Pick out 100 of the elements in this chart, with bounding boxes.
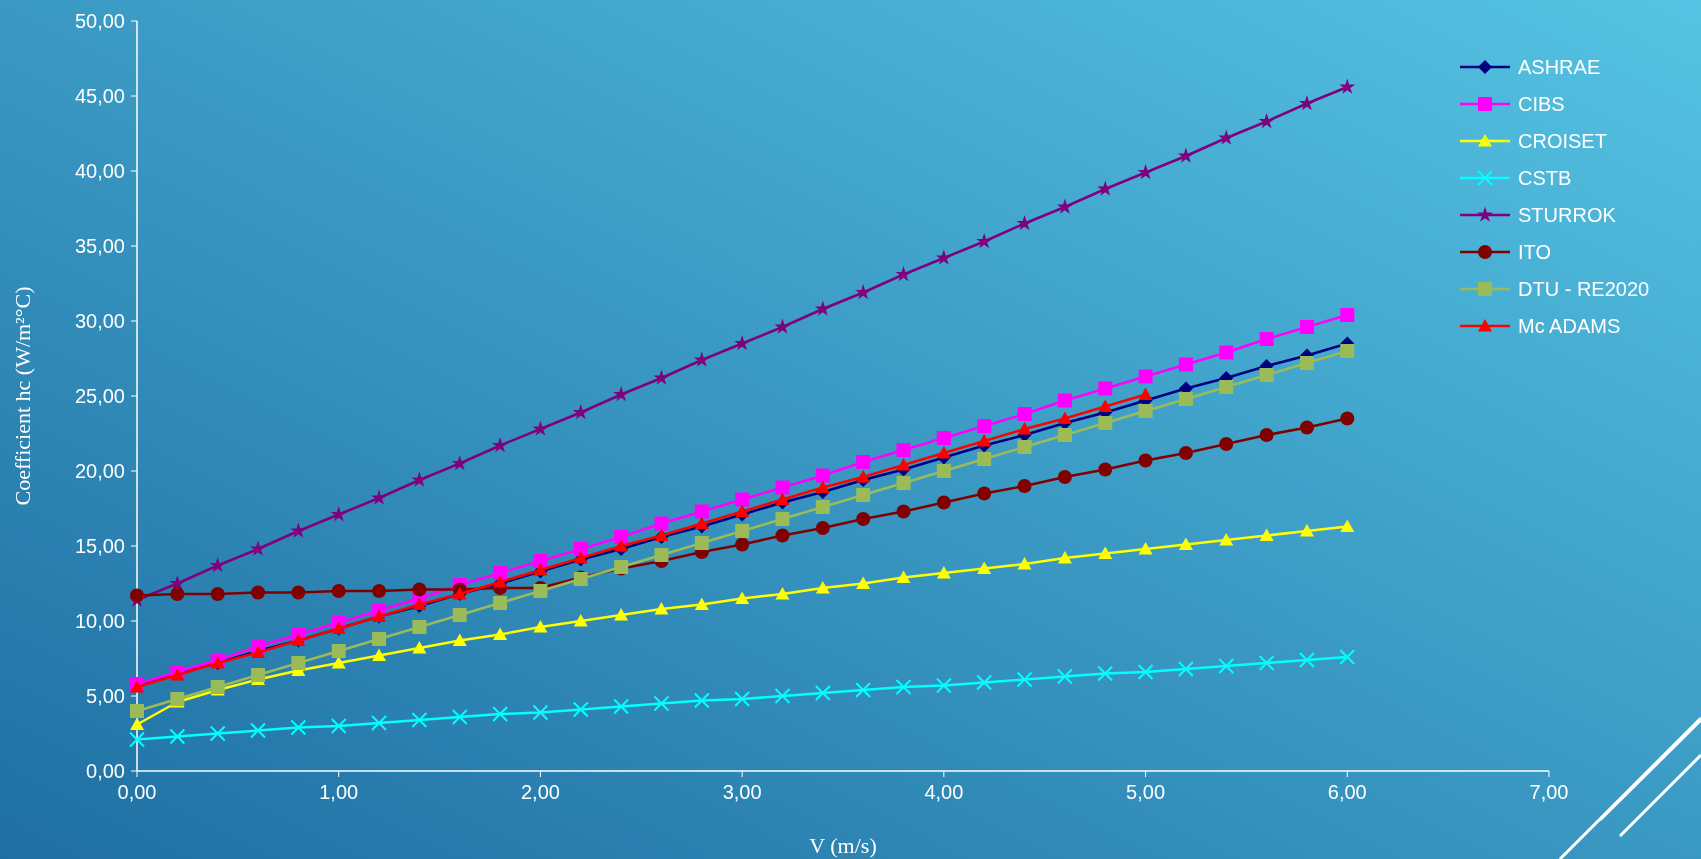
point [1218, 658, 1235, 674]
point [1177, 147, 1194, 163]
point [694, 536, 709, 550]
point [815, 468, 830, 483]
point [1016, 671, 1033, 688]
point [372, 632, 387, 646]
point [936, 566, 951, 579]
point [290, 522, 307, 538]
point [896, 443, 911, 457]
legend-label: CROISET [1518, 130, 1607, 152]
point [614, 539, 629, 552]
x-tick-label: 2,00 [520, 781, 560, 803]
point [451, 709, 468, 725]
point [1259, 368, 1274, 382]
point [573, 542, 588, 556]
point [251, 668, 266, 682]
point [452, 633, 467, 647]
y-tick-label: 15,00 [74, 535, 125, 557]
point [734, 335, 751, 351]
point [411, 471, 428, 487]
point [1098, 546, 1113, 560]
point [493, 596, 508, 610]
point [1017, 440, 1032, 454]
legend-label: ITO [1518, 241, 1551, 263]
point [1177, 661, 1194, 677]
x-tick-label: 1,00 [319, 781, 359, 803]
legend-label: CIBS [1518, 93, 1565, 115]
point [1299, 320, 1314, 334]
point [814, 685, 831, 701]
point [1098, 381, 1113, 396]
point [1098, 399, 1113, 413]
point [1017, 407, 1032, 421]
point [1138, 542, 1153, 555]
point [1218, 129, 1235, 145]
point [1016, 215, 1033, 231]
point [1219, 533, 1234, 546]
point [735, 504, 750, 518]
point [533, 620, 548, 633]
point [572, 701, 589, 718]
point [977, 434, 992, 447]
point [1057, 393, 1072, 408]
point [493, 566, 508, 580]
legend-label: Mc ADAMS [1518, 315, 1621, 337]
point [1056, 198, 1073, 214]
point [371, 489, 388, 505]
point [815, 521, 830, 535]
point [693, 351, 710, 367]
point [1178, 392, 1193, 406]
point [1299, 420, 1314, 435]
point [372, 584, 387, 598]
point [291, 656, 306, 670]
point [1298, 95, 1315, 111]
point [1137, 664, 1154, 680]
point [855, 682, 872, 698]
point [735, 537, 750, 552]
point [856, 488, 871, 502]
point [654, 516, 669, 531]
point [1017, 557, 1032, 570]
point [977, 561, 992, 575]
point [1178, 446, 1193, 460]
point [1298, 652, 1315, 668]
point [573, 614, 588, 627]
point [1219, 437, 1234, 451]
point [1259, 332, 1274, 346]
y-tick-label: 35,00 [74, 235, 125, 257]
point [371, 715, 388, 731]
point [209, 557, 226, 573]
point [1340, 344, 1355, 358]
point [1258, 655, 1275, 671]
point [1056, 668, 1073, 685]
y-tick-label: 0,00 [86, 760, 125, 782]
point [936, 495, 951, 510]
x-axis-title: V (m/s) [809, 833, 877, 858]
point [129, 731, 145, 748]
y-tick-label: 30,00 [74, 310, 125, 332]
point [291, 585, 306, 600]
point [1057, 470, 1072, 484]
point [734, 691, 751, 707]
y-tick-label: 50,00 [74, 10, 125, 32]
point [1259, 528, 1274, 542]
point [735, 591, 750, 605]
point [936, 431, 951, 445]
point [856, 470, 871, 483]
point [572, 404, 589, 420]
point [613, 386, 630, 402]
point [331, 656, 346, 669]
point [412, 582, 427, 597]
point [895, 266, 912, 282]
x-tick-label: 5,00 [1126, 781, 1166, 803]
point [1097, 180, 1114, 196]
point [1017, 479, 1032, 493]
point [290, 719, 307, 736]
point [331, 584, 346, 598]
legend-label: DTU - RE2020 [1518, 278, 1650, 300]
y-tick-label: 25,00 [74, 385, 125, 407]
point [492, 437, 509, 453]
point [1340, 411, 1355, 426]
point [1339, 78, 1356, 94]
point [694, 597, 709, 611]
point [613, 698, 630, 715]
